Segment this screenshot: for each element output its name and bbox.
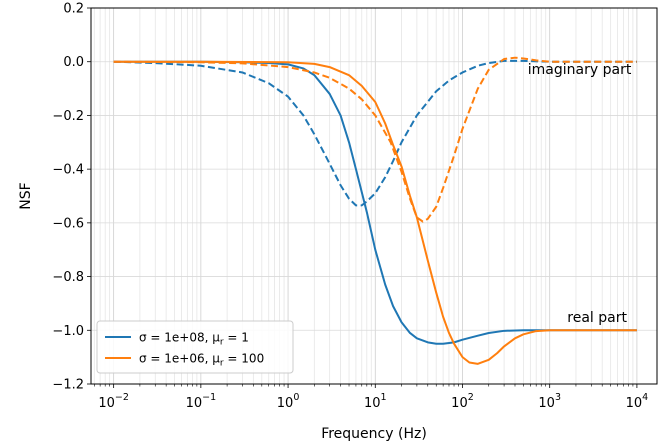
y-tick-label: −0.8 bbox=[52, 270, 84, 285]
x-axis-label: Frequency (Hz) bbox=[321, 426, 427, 442]
y-tick-label: −0.4 bbox=[52, 163, 84, 178]
y-tick-label: −0.2 bbox=[52, 109, 84, 124]
y-tick-label: −1.0 bbox=[52, 324, 84, 339]
annotation-label: real part bbox=[567, 310, 627, 326]
y-tick-label: −0.6 bbox=[52, 216, 84, 231]
annotation-label: imaginary part bbox=[528, 62, 632, 78]
y-tick-label: 0.2 bbox=[63, 2, 84, 17]
legend: σ = 1e+08, μr = 1σ = 1e+06, μr = 100 bbox=[97, 321, 293, 373]
y-tick-label: −1.2 bbox=[52, 378, 84, 393]
y-axis-label: NSF bbox=[18, 182, 34, 209]
y-tick-label: 0.0 bbox=[63, 55, 84, 70]
